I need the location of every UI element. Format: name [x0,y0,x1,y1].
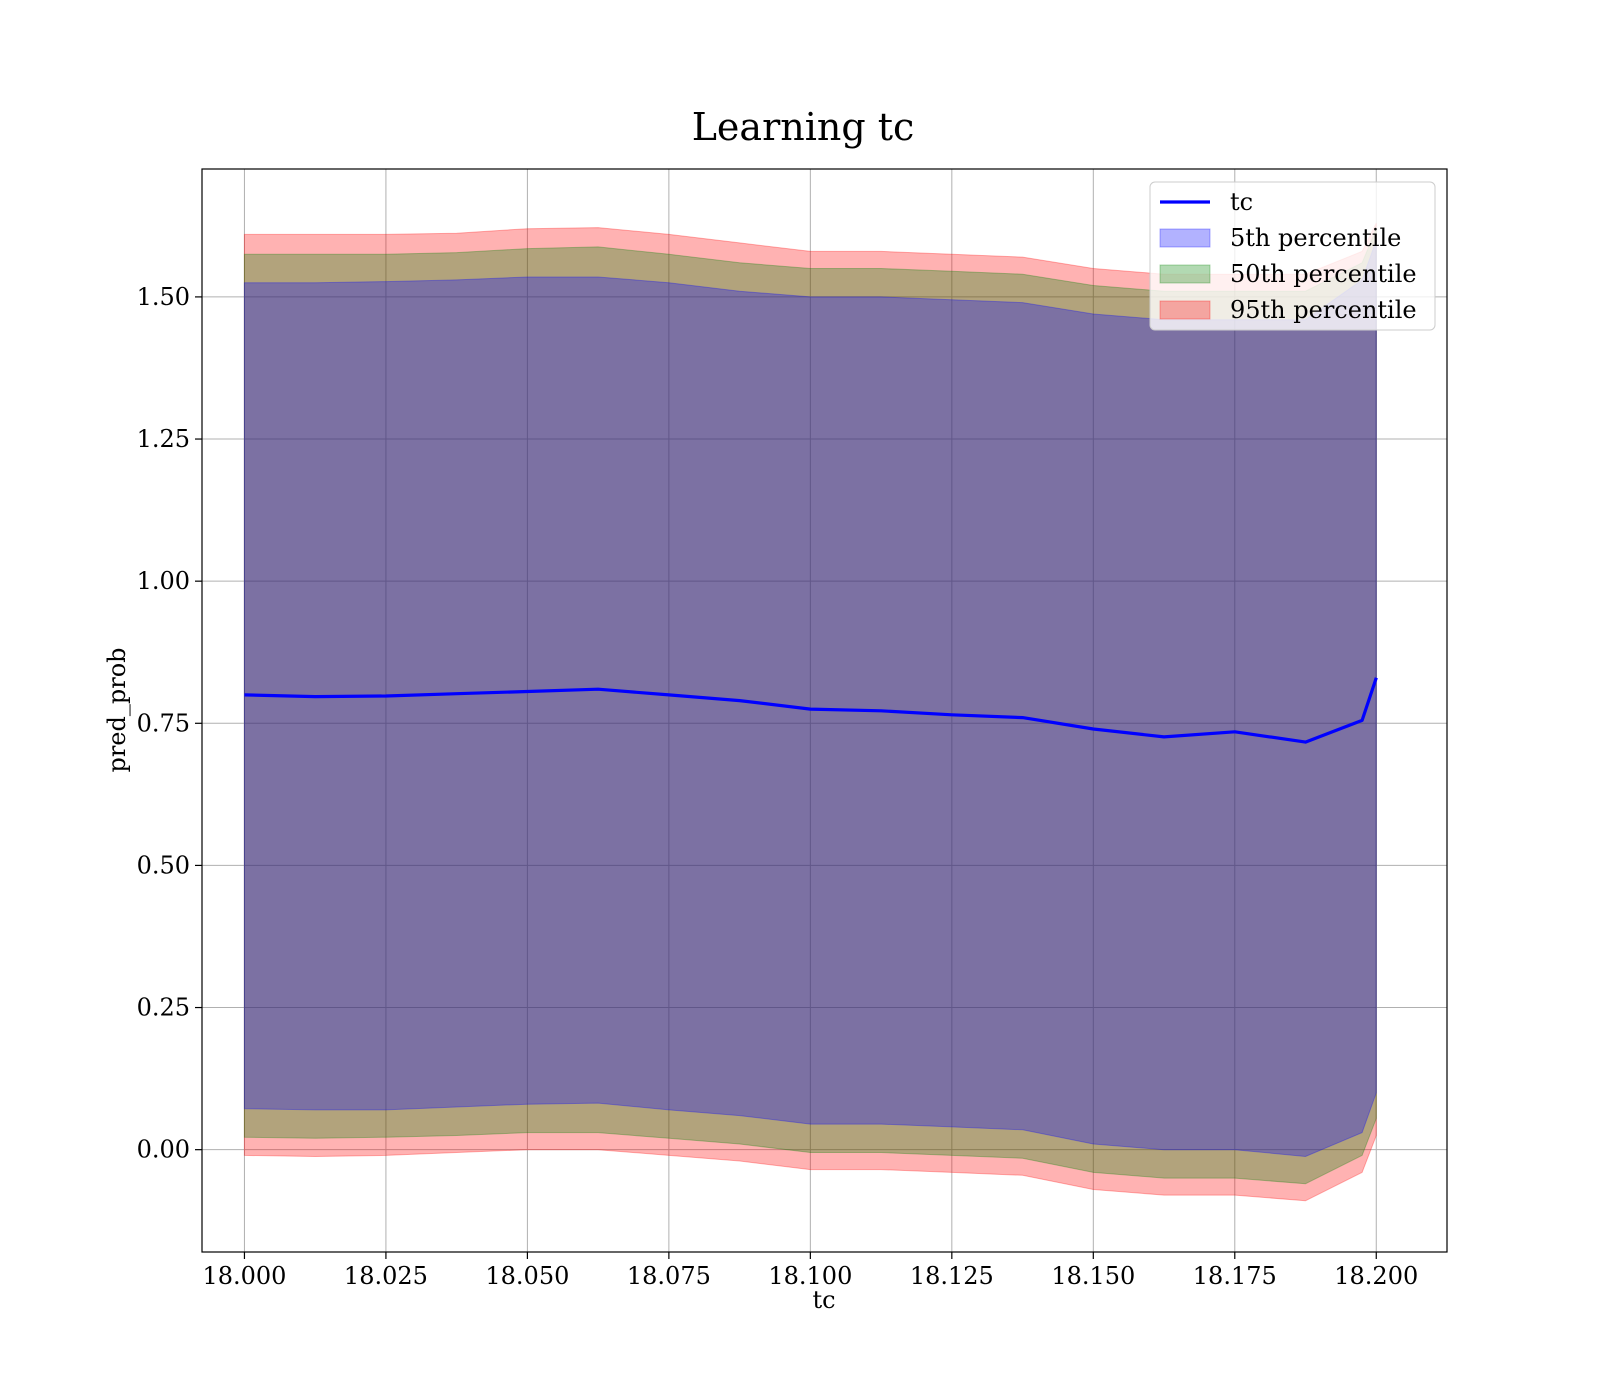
legend-box [1149,181,1436,331]
y-axis-label: pred_prob [103,647,131,772]
legend-item-5th-percentile-swatch [1159,228,1211,248]
x-tick-label: 18.100 [768,1262,852,1290]
x-tick-label: 18.125 [910,1262,994,1290]
legend-item-50th-percentile-swatch [1159,264,1211,284]
y-tick-label: 0.50 [137,851,190,879]
x-tick-label: 18.025 [344,1262,428,1290]
band-5th-percentile [243,239,1377,1158]
legend: tc 5th percentile 50th percentile 95th perc… [1149,181,1436,331]
legend-item-5th-percentile-label: 5th percentile [1230,224,1401,252]
x-tick-label: 18.000 [202,1262,286,1290]
x-tick-label: 18.175 [1193,1262,1277,1290]
y-tick-label: 0.75 [137,709,190,737]
y-tick-label: 1.00 [137,567,190,595]
y-axis-ticks: 0.00 0.25 0.50 0.75 1.00 1.25 1.50 [137,283,202,1164]
x-axis-label: tc [812,1286,835,1314]
band-50th-percentile [243,228,1377,1185]
legend-item-95th-percentile-swatch [1159,300,1211,320]
plot-area-frame [201,168,1448,1253]
x-tick-label: 18.150 [1051,1262,1135,1290]
legend-item-50th-percentile-label: 50th percentile [1230,260,1417,288]
x-tick-label: 18.050 [485,1262,569,1290]
y-tick-label: 1.50 [137,283,190,311]
x-tick-label: 18.075 [627,1262,711,1290]
y-tick-label: 1.25 [137,425,190,453]
x-axis-ticks: 18.000 18.025 18.050 18.075 18.100 18.125 18.1… [202,1252,1418,1290]
y-tick-label: 0.00 [137,1136,190,1164]
y-tick-label: 0.25 [137,994,190,1022]
x-tick-label: 18.200 [1334,1262,1418,1290]
series-lines [244,677,1378,744]
percentile-bands [243,222,1377,1202]
legend-item-tc-label: tc [1230,188,1253,216]
chart-title: Learning tc [692,105,915,149]
series-line-tc [244,677,1378,744]
legend-item-95th-percentile-label: 95th percentile [1230,296,1417,324]
band-95th-percentile [243,222,1377,1202]
